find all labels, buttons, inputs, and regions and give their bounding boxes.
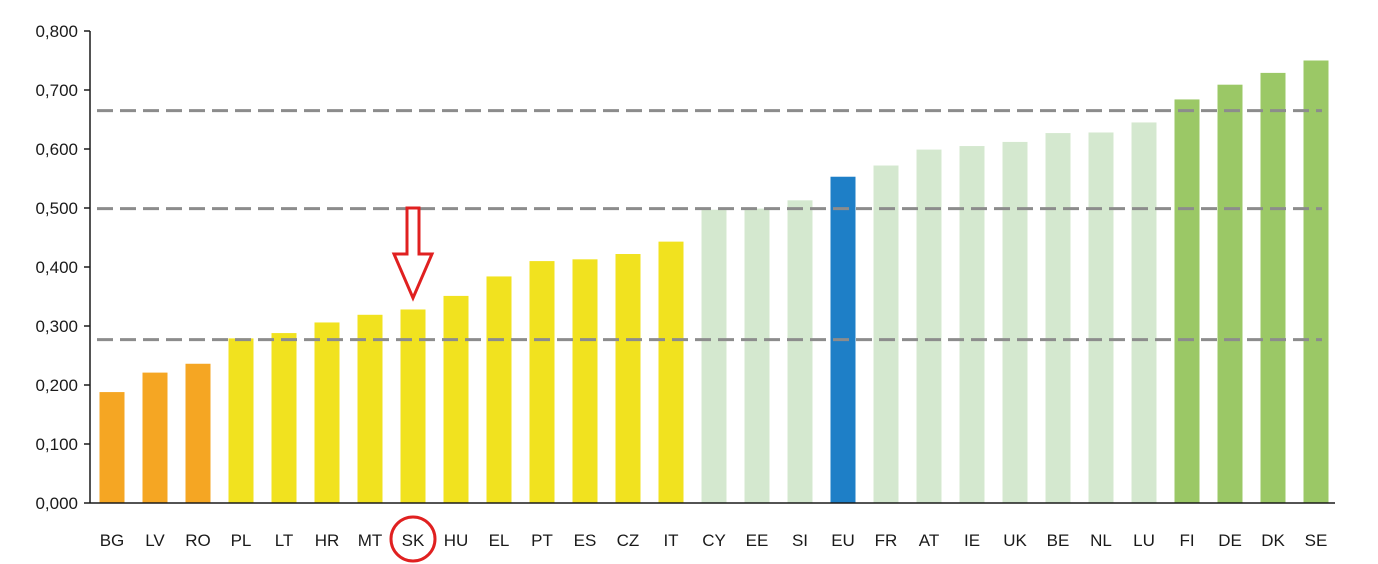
x-axis-labels: BG LV RO PL LT HR MT SK HU EL PT ES CZ IT CY EE SI EU FR AT… bbox=[100, 531, 1328, 550]
x-tick-label: UK bbox=[1003, 531, 1027, 550]
bar-fr bbox=[873, 165, 899, 503]
y-tick-label: 0,100 bbox=[35, 435, 78, 454]
bar-lv bbox=[142, 372, 168, 503]
bar-de bbox=[1217, 84, 1243, 503]
bar-lt bbox=[271, 333, 297, 503]
bar-se bbox=[1303, 60, 1329, 503]
bar-cy bbox=[701, 209, 727, 503]
x-tick-label: DK bbox=[1261, 531, 1285, 550]
y-tick-label: 0,300 bbox=[35, 317, 78, 336]
y-tick-label: 0,700 bbox=[35, 81, 78, 100]
y-axis-ticks: 0,000 0,100 0,200 0,300 0,400 0,500 0,600 0,700… bbox=[35, 22, 90, 513]
x-tick-label: EL bbox=[489, 531, 510, 550]
x-tick-label: NL bbox=[1090, 531, 1112, 550]
x-tick-label: CZ bbox=[617, 531, 640, 550]
x-tick-label: PL bbox=[231, 531, 252, 550]
x-tick-label: LT bbox=[275, 531, 294, 550]
bar-sk bbox=[400, 309, 426, 503]
x-tick-label: SK bbox=[402, 531, 425, 550]
y-tick-label: 0,200 bbox=[35, 376, 78, 395]
bar-nl bbox=[1088, 132, 1114, 504]
axes bbox=[89, 31, 1335, 504]
x-tick-label: CY bbox=[702, 531, 726, 550]
x-tick-label: AT bbox=[919, 531, 939, 550]
bar-pt bbox=[529, 261, 555, 503]
x-tick-label: SE bbox=[1305, 531, 1328, 550]
bar-hu bbox=[443, 295, 469, 503]
y-tick-label: 0,600 bbox=[35, 140, 78, 159]
bar-be bbox=[1045, 133, 1071, 503]
bar-dk bbox=[1260, 72, 1286, 503]
bar-bg bbox=[99, 392, 125, 503]
down-arrow-icon bbox=[391, 206, 435, 302]
bar-at bbox=[916, 149, 942, 503]
reference-lines bbox=[97, 109, 1322, 342]
x-tick-label: IE bbox=[964, 531, 980, 550]
x-tick-label: EE bbox=[746, 531, 769, 550]
x-tick-label: HR bbox=[315, 531, 340, 550]
highlight-circle bbox=[389, 515, 437, 563]
x-tick-label: HU bbox=[444, 531, 469, 550]
x-tick-label: ES bbox=[574, 531, 597, 550]
bar-ee bbox=[744, 208, 770, 503]
x-tick-label: BG bbox=[100, 531, 125, 550]
bar-ie bbox=[959, 146, 985, 504]
bar-fi bbox=[1174, 99, 1200, 503]
x-tick-label: EU bbox=[831, 531, 855, 550]
bar-el bbox=[486, 276, 512, 503]
bar-lu bbox=[1131, 122, 1157, 503]
x-tick-label: LV bbox=[145, 531, 165, 550]
bar-es bbox=[572, 259, 598, 503]
bar-pl bbox=[228, 338, 254, 503]
bar-ro bbox=[185, 363, 211, 503]
x-tick-label: BE bbox=[1047, 531, 1070, 550]
y-tick-label: 0,000 bbox=[35, 494, 78, 513]
bars bbox=[99, 60, 1329, 504]
x-tick-label: SI bbox=[792, 531, 808, 550]
y-tick-label: 0,400 bbox=[35, 258, 78, 277]
bar-it bbox=[658, 241, 684, 503]
bar-si bbox=[787, 200, 813, 503]
y-tick-label: 0,800 bbox=[35, 22, 78, 41]
bar-uk bbox=[1002, 141, 1028, 504]
x-tick-label: LU bbox=[1133, 531, 1155, 550]
x-tick-label: RO bbox=[185, 531, 211, 550]
x-tick-label: DE bbox=[1218, 531, 1242, 550]
bar-cz bbox=[615, 254, 641, 503]
x-tick-label: FI bbox=[1179, 531, 1194, 550]
x-tick-label: PT bbox=[531, 531, 553, 550]
highlight-annotation bbox=[389, 206, 437, 563]
bar-hr bbox=[314, 322, 340, 503]
y-tick-label: 0,500 bbox=[35, 199, 78, 218]
x-tick-label: MT bbox=[358, 531, 383, 550]
bar-mt bbox=[357, 314, 383, 503]
x-tick-label: IT bbox=[663, 531, 678, 550]
x-tick-label: FR bbox=[875, 531, 898, 550]
